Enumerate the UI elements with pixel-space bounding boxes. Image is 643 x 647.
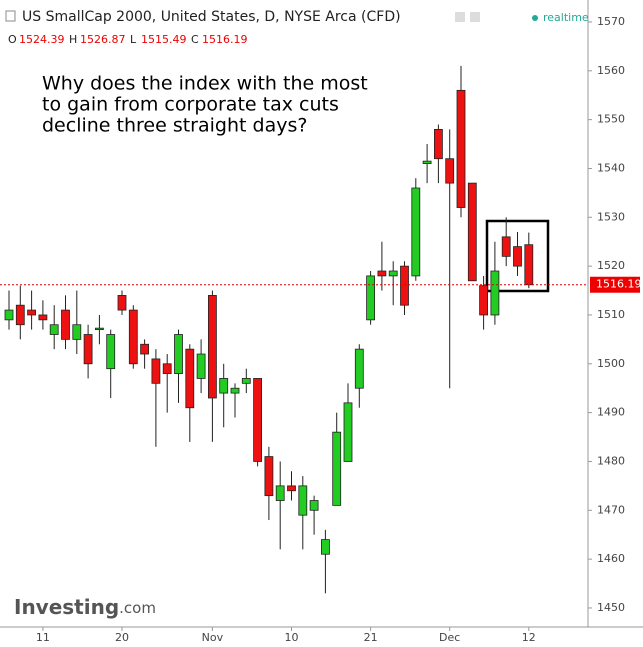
candle-body xyxy=(117,295,127,311)
ohlc-label: H xyxy=(69,33,77,46)
candle-body xyxy=(422,160,432,164)
ohlc-value: 1526.87 xyxy=(80,33,126,46)
status-dot xyxy=(532,15,538,21)
candle-body xyxy=(128,309,138,365)
candle-body xyxy=(411,187,421,277)
candle-body xyxy=(343,402,353,462)
x-tick-label: 12 xyxy=(522,631,536,644)
candle-body xyxy=(445,158,455,184)
candle-body xyxy=(388,270,398,277)
candle-body xyxy=(4,309,14,321)
annotation: decline three straight days? xyxy=(42,115,307,137)
price-label-box xyxy=(590,276,640,293)
watermark: Investing.com xyxy=(14,595,156,619)
price-label: 1516.19 xyxy=(596,278,642,291)
collapse-icon[interactable] xyxy=(5,10,16,22)
candle-body xyxy=(400,265,409,306)
highlight-box xyxy=(485,219,550,293)
candle-body xyxy=(456,89,466,208)
annotation: Why does the index with the most xyxy=(42,73,368,95)
y-tick-label: 1460 xyxy=(597,552,625,565)
candle-body xyxy=(196,353,206,379)
candle-body xyxy=(185,348,195,409)
candle-body xyxy=(354,348,364,389)
candle-body xyxy=(513,246,522,267)
candle-body xyxy=(151,358,161,384)
status: realtime xyxy=(543,11,589,24)
candle-body xyxy=(253,378,263,462)
candle-body xyxy=(433,129,443,160)
y-tick-label: 1470 xyxy=(597,503,625,516)
y-tick-label: 1530 xyxy=(597,210,625,223)
x-tick-label: 10 xyxy=(285,631,299,644)
y-tick-label: 1510 xyxy=(597,308,625,321)
chart-title: US SmallCap 2000, United States, D, NYSE… xyxy=(22,9,401,25)
candle-body xyxy=(174,334,183,374)
candle-body xyxy=(106,334,116,370)
candle-body xyxy=(524,244,534,286)
candle-body xyxy=(287,485,296,492)
x-tick-label: 11 xyxy=(36,631,50,644)
y-tick-label: 1450 xyxy=(597,601,625,614)
candle-body xyxy=(83,334,93,365)
settings-icon[interactable] xyxy=(455,12,465,22)
candle-body xyxy=(207,295,217,399)
y-tick-label: 1560 xyxy=(597,64,625,77)
y-tick-label: 1550 xyxy=(597,113,625,126)
candle-body xyxy=(309,500,319,511)
candle-body xyxy=(320,539,330,555)
x-tick-label: Dec xyxy=(439,631,460,644)
candle-body xyxy=(15,304,25,326)
annotation: to gain from corporate tax cuts xyxy=(42,94,339,116)
ohlc-label: O xyxy=(8,33,17,46)
candle-body xyxy=(490,270,500,316)
candle-body xyxy=(366,275,376,321)
ohlc-label: C xyxy=(191,33,199,46)
x-tick-label: Nov xyxy=(202,631,224,644)
ohlc-value: 1516.19 xyxy=(202,33,248,46)
candle-body xyxy=(61,309,70,340)
y-tick-label: 1480 xyxy=(597,454,625,467)
x-tick-label: 20 xyxy=(115,631,129,644)
candle-body xyxy=(298,485,308,516)
candle-body xyxy=(49,324,59,335)
candle-body xyxy=(230,387,240,394)
candle-body xyxy=(241,378,251,384)
candle-body xyxy=(72,324,82,340)
candle-body xyxy=(332,431,342,506)
ohlc-value: 1524.39 xyxy=(19,33,65,46)
watermark-main: Investing xyxy=(14,595,119,619)
candle-body xyxy=(38,314,48,321)
y-tick-label: 1570 xyxy=(597,15,625,28)
candle-body xyxy=(162,363,172,374)
y-tick-label: 1540 xyxy=(597,161,625,174)
ohlc-value: 1515.49 xyxy=(141,33,187,46)
watermark-suffix: .com xyxy=(119,599,156,617)
settings-icon[interactable] xyxy=(470,12,480,22)
candle-body xyxy=(27,309,37,316)
y-tick-label: 1520 xyxy=(597,259,625,272)
y-tick-label: 1500 xyxy=(597,357,625,370)
candle-body xyxy=(377,270,387,277)
ohlc-label: L xyxy=(130,33,137,46)
candle-body xyxy=(501,236,511,257)
candle-body xyxy=(140,343,150,355)
candle-body xyxy=(479,285,489,316)
candle-body xyxy=(219,378,229,394)
candle-body xyxy=(264,456,274,497)
candle-body xyxy=(275,485,285,501)
x-tick-label: 21 xyxy=(364,631,378,644)
y-tick-label: 1490 xyxy=(597,406,625,419)
candle-body xyxy=(467,182,477,282)
candle-body xyxy=(95,327,104,331)
